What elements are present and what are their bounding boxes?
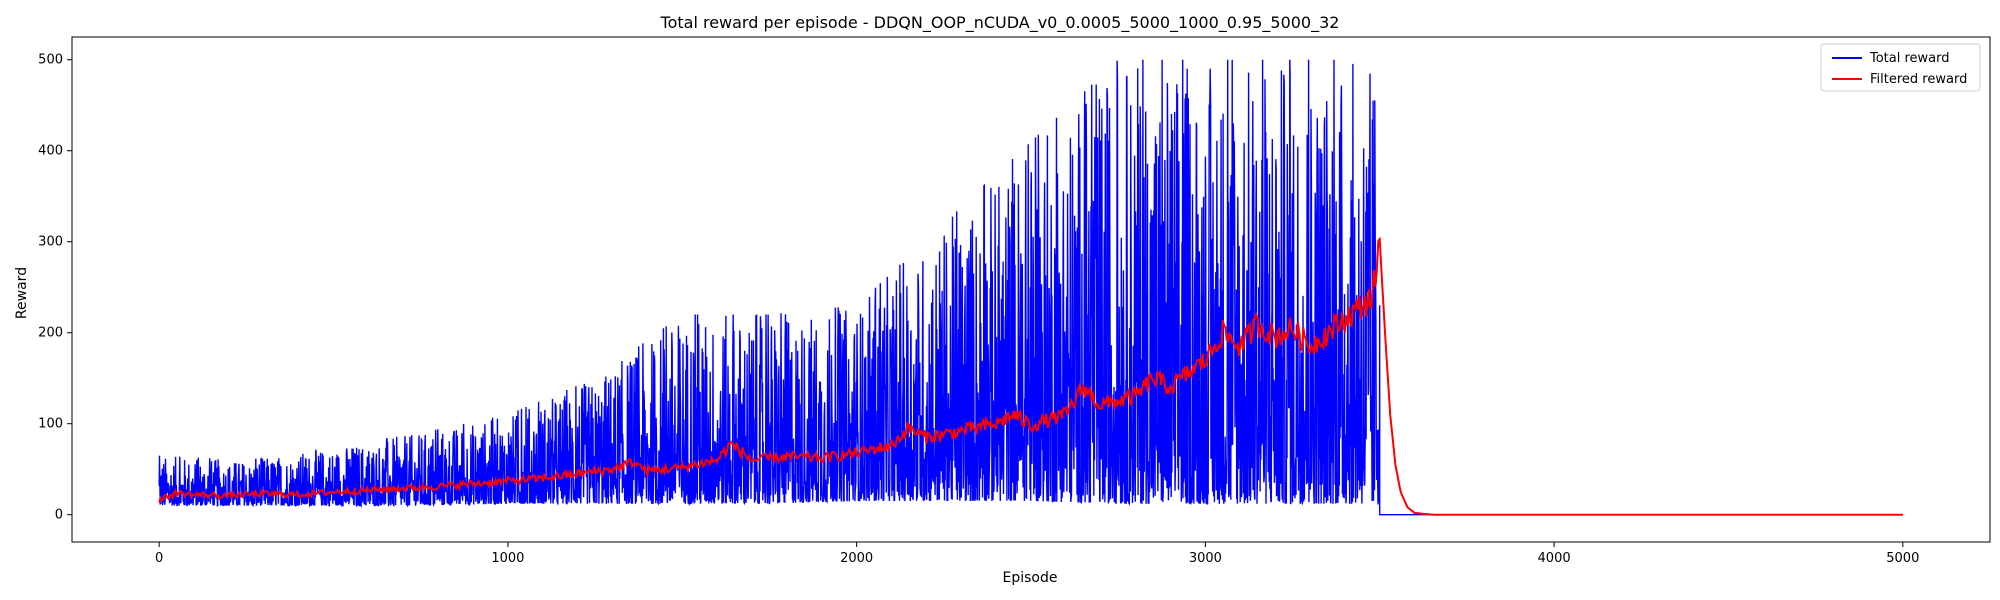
y-axis-label: Reward — [14, 267, 30, 319]
x-tick-label: 1000 — [491, 551, 524, 566]
total-reward-line — [158, 59, 1903, 516]
plot-area — [71, 36, 1991, 543]
y-axis-ticks: 0 100 200 300 400 500 — [38, 53, 72, 523]
filtered-reward-line — [158, 236, 1903, 516]
x-tick-label: 4000 — [1538, 551, 1571, 566]
legend-label-filtered-reward: Filtered reward — [1870, 72, 1967, 87]
legend: Total reward Filtered reward — [1820, 43, 1981, 92]
series-filtered-reward — [158, 236, 1903, 516]
y-tick-label: 0 — [55, 508, 63, 523]
x-tick-label: 2000 — [840, 551, 873, 566]
series-total-reward — [158, 59, 1903, 516]
y-tick-label: 400 — [38, 144, 63, 159]
legend-label-total-reward: Total reward — [1869, 51, 1950, 66]
x-tick-label: 0 — [155, 551, 163, 566]
y-tick-label: 100 — [38, 417, 63, 432]
x-axis-ticks: 0 1000 2000 3000 4000 5000 — [155, 542, 1919, 566]
axes-frame — [71, 36, 1991, 543]
y-tick-label: 500 — [38, 53, 63, 68]
y-tick-label: 300 — [38, 235, 63, 250]
x-tick-label: 3000 — [1189, 551, 1222, 566]
x-axis-label: Episode — [1003, 570, 1058, 586]
y-tick-label: 200 — [38, 326, 63, 341]
chart-title: Total reward per episode - DDQN_OOP_nCUD… — [660, 13, 1340, 33]
x-tick-label: 5000 — [1886, 551, 1919, 566]
